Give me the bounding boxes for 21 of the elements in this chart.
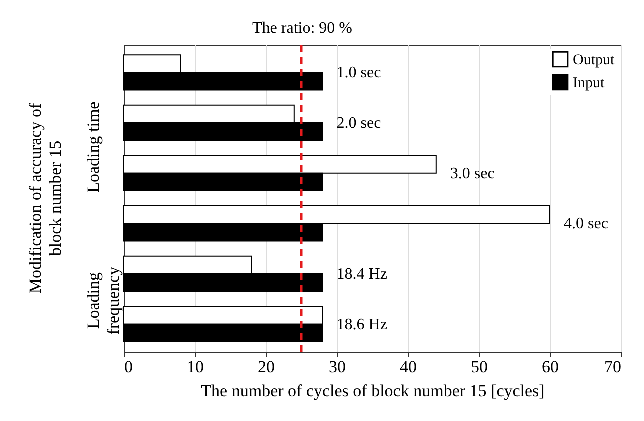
text: Loading frequency [84,266,123,335]
x-tick-label: 10 [187,358,204,376]
x-tick-label: 30 [329,358,346,376]
x-tick-label: 0 [124,358,133,376]
text: Loading time [84,102,103,193]
y-tick-label: 2.0 sec [336,115,382,132]
y-tick-label: 4.0 sec [564,216,608,233]
x-tick-label: 40 [400,358,417,376]
y-tick-label: 18.6 Hz [336,316,388,334]
x-tick-label: 50 [471,358,488,376]
legend-label: Output [573,52,616,68]
x-axis-title: The number of cycles of block number 15 [cycles] [201,382,545,400]
x-tick-label: 20 [258,358,275,376]
y-axis-title: Modification of accuracy of block number 15 [26,103,65,294]
legend-label: Input [573,76,606,92]
x-tick-label: 70 [604,358,622,376]
y-tick-label: 18.4 Hz [336,266,388,283]
y-tick-label: 1.0 sec [336,64,382,82]
chart-title: The ratio: 90 % [252,20,352,37]
x-tick-label: 60 [542,358,559,376]
y-tick-label: 3.0 sec [450,165,495,182]
